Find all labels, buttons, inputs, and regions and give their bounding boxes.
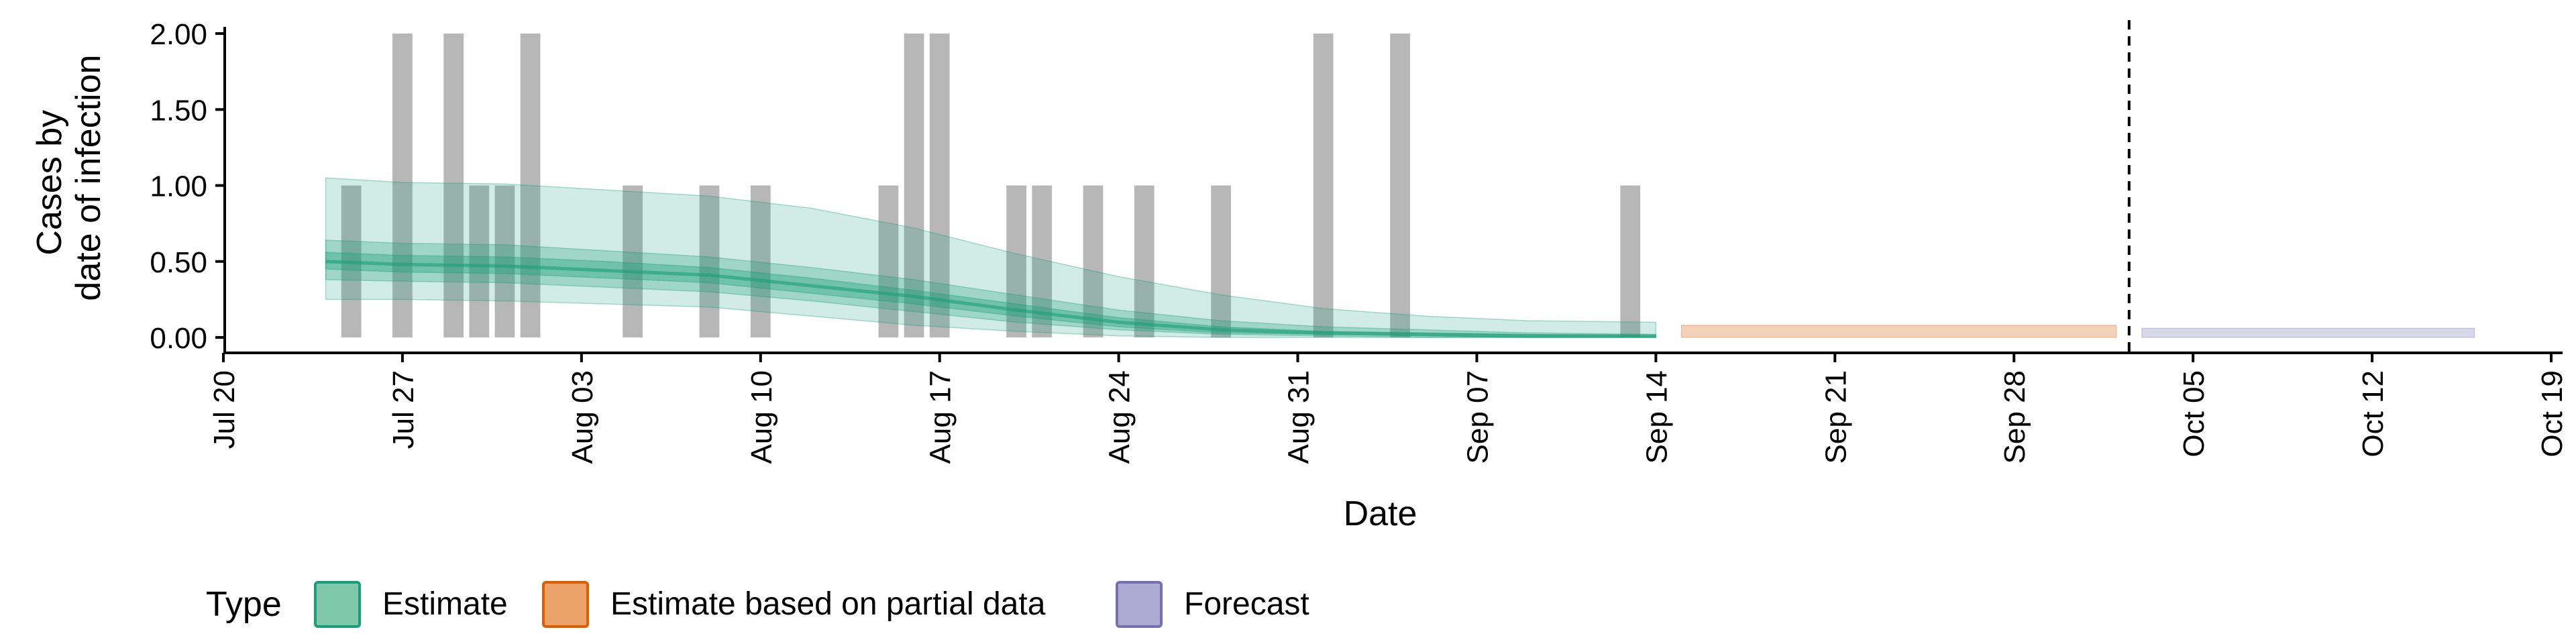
x-axis-title: Date xyxy=(1344,494,1417,533)
x-tick-label: Jul 27 xyxy=(387,370,420,449)
y-ticks: 0.00 0.50 1.00 1.50 2.00 xyxy=(150,18,225,355)
case-bar-1 xyxy=(392,34,413,337)
y-tick-label: 1.50 xyxy=(150,94,207,127)
y-tick-label: 1.00 xyxy=(150,170,207,203)
x-tick-label: Aug 03 xyxy=(566,370,599,464)
legend-label-1: Estimate based on partial data xyxy=(610,586,1046,622)
y-tick-label: 0.00 xyxy=(150,322,207,355)
x-tick-label: Oct 05 xyxy=(2178,370,2210,458)
legend-label-2: Forecast xyxy=(1184,586,1309,622)
estimate-bands-layer xyxy=(325,20,2475,353)
axes-layer xyxy=(223,27,2563,354)
legend-swatch-0 xyxy=(314,581,361,628)
legend: Type Estimate Estimate based on partial d… xyxy=(206,581,1309,628)
x-tick-label: Jul 20 xyxy=(208,370,241,449)
forecast-band xyxy=(2141,327,2475,338)
partial-estimate-band xyxy=(1680,325,2117,338)
y-axis-title-line-1: Cases by xyxy=(30,110,69,256)
x-tick-label: Sep 07 xyxy=(1461,370,1494,464)
case-bar-18 xyxy=(1390,34,1410,337)
estimate-median-line xyxy=(325,260,1656,338)
case-bar-3 xyxy=(469,185,490,337)
legend-swatch-1 xyxy=(542,581,589,628)
x-tick-label: Oct 19 xyxy=(2536,370,2569,458)
case-bar-11 xyxy=(929,34,950,337)
legend-title: Type xyxy=(206,585,282,624)
case-bar-6 xyxy=(623,185,643,337)
y-tick-label: 0.50 xyxy=(150,246,207,279)
x-tick-label: Aug 10 xyxy=(745,370,778,464)
x-tick-label: Aug 31 xyxy=(1283,370,1316,464)
legend-label-0: Estimate xyxy=(382,586,508,622)
y-axis-title: Cases by date of infection xyxy=(30,54,108,301)
case-bar-7 xyxy=(699,185,720,337)
case-bar-5 xyxy=(520,34,541,337)
legend-swatch-2 xyxy=(1116,581,1163,628)
case-bar-2 xyxy=(443,34,464,337)
case-bar-10 xyxy=(904,34,924,337)
x-tick-label: Aug 17 xyxy=(924,370,957,464)
case-bar-14 xyxy=(1083,185,1104,337)
legend-items: Estimate Estimate based on partial data Fo… xyxy=(314,581,1309,628)
case-bar-16 xyxy=(1211,185,1232,337)
x-ticks: Jul 20 Jul 27 Aug 03 Aug 10 Aug 17 Aug 24 Aug … xyxy=(208,353,2569,464)
x-tick-label: Sep 28 xyxy=(1998,370,2031,464)
case-bar-15 xyxy=(1134,185,1155,337)
case-bar-9 xyxy=(878,185,899,337)
case-bar-17 xyxy=(1313,34,1334,337)
y-axis-title-line-2: date of infection xyxy=(69,54,108,301)
x-tick-label: Aug 24 xyxy=(1104,370,1136,464)
x-tick-label: Oct 12 xyxy=(2357,370,2390,458)
x-tick-label: Sep 14 xyxy=(1640,370,1673,464)
case-bar-4 xyxy=(494,185,515,337)
case-bar-19 xyxy=(1620,185,1641,337)
case-bar-8 xyxy=(750,185,771,337)
y-tick-label: 2.00 xyxy=(150,18,207,51)
x-tick-label: Sep 21 xyxy=(1819,370,1852,464)
